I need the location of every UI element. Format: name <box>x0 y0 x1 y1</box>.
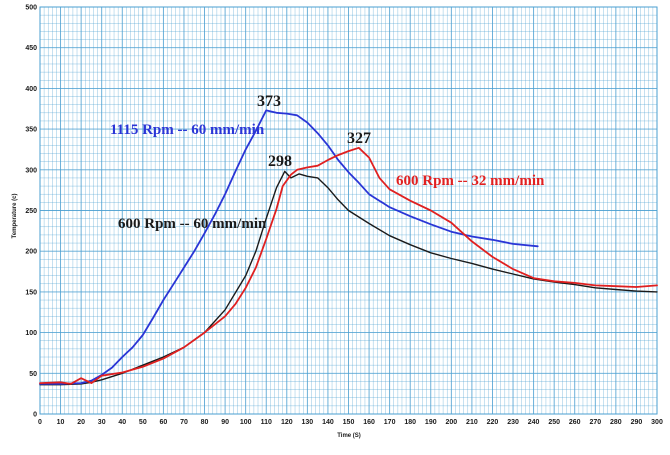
series-line-blue <box>39 109 539 385</box>
y-tick-label: 200 <box>25 249 37 256</box>
x-tick-label: 30 <box>98 419 106 426</box>
x-tick-label: 200 <box>445 419 457 426</box>
x-tick-label: 280 <box>610 419 622 426</box>
x-tick-label: 70 <box>180 419 188 426</box>
x-tick-label: 40 <box>118 419 126 426</box>
peak-label-black: 298 <box>268 153 292 170</box>
y-tick-label: 350 <box>25 127 37 134</box>
x-tick-label: 140 <box>322 419 334 426</box>
x-tick-label: 290 <box>631 419 643 426</box>
x-tick-label: 240 <box>528 419 540 426</box>
x-tick-labels: 0 10 20 30 40 50 60 70 80 90 100 110 120 130 140 150 160… <box>38 419 663 426</box>
x-tick-label: 180 <box>404 419 416 426</box>
x-tick-label: 20 <box>77 419 85 426</box>
series-lines <box>39 109 658 386</box>
y-tick-label: 500 <box>25 5 37 12</box>
y-tick-label: 150 <box>25 289 37 296</box>
x-tick-label: 260 <box>569 419 581 426</box>
grid <box>39 6 658 415</box>
x-tick-label: 170 <box>384 419 396 426</box>
x-tick-label: 110 <box>261 419 272 426</box>
x-tick-label: 80 <box>201 419 209 426</box>
x-tick-label: 210 <box>466 419 478 426</box>
x-tick-label: 0 <box>38 419 42 426</box>
y-axis-title: Temperature (c) <box>12 194 18 239</box>
x-tick-label: 160 <box>363 419 375 426</box>
x-tick-label: 300 <box>651 419 663 426</box>
y-tick-label: 0 <box>33 412 37 419</box>
y-tick-label: 300 <box>25 167 37 174</box>
series-line-red <box>39 146 658 385</box>
series-line-black <box>39 170 658 386</box>
peak-label-red: 327 <box>347 130 371 147</box>
y-tick-labels: 0 50 100 150 200 250 300 350 400 450 500 <box>25 5 37 419</box>
y-tick-label: 50 <box>29 371 37 378</box>
y-tick-label: 450 <box>25 45 37 52</box>
x-tick-label: 90 <box>221 419 229 426</box>
x-tick-label: 120 <box>281 419 293 426</box>
x-tick-label: 220 <box>487 419 499 426</box>
y-tick-label: 100 <box>25 330 37 337</box>
series-label-black: 600 Rpm -- 60 mm/min <box>118 216 267 232</box>
x-tick-label: 230 <box>507 419 519 426</box>
x-tick-label: 50 <box>139 419 147 426</box>
x-tick-label: 250 <box>548 419 560 426</box>
series-label-blue: 1115 Rpm -- 60 mm/min <box>110 122 265 138</box>
x-tick-label: 270 <box>589 419 601 426</box>
x-tick-label: 150 <box>343 419 355 426</box>
series-label-red: 600 Rpm -- 32 mm/min <box>396 173 545 189</box>
plot-area <box>39 6 658 415</box>
x-axis-title: Time (S) <box>337 433 361 439</box>
peak-label-blue: 373 <box>257 93 281 110</box>
y-tick-label: 250 <box>25 208 37 215</box>
y-tick-label: 400 <box>25 86 37 93</box>
x-tick-label: 100 <box>240 419 252 426</box>
x-tick-label: 60 <box>160 419 168 426</box>
x-tick-label: 10 <box>57 419 65 426</box>
x-tick-label: 130 <box>302 419 314 426</box>
x-tick-label: 190 <box>425 419 437 426</box>
